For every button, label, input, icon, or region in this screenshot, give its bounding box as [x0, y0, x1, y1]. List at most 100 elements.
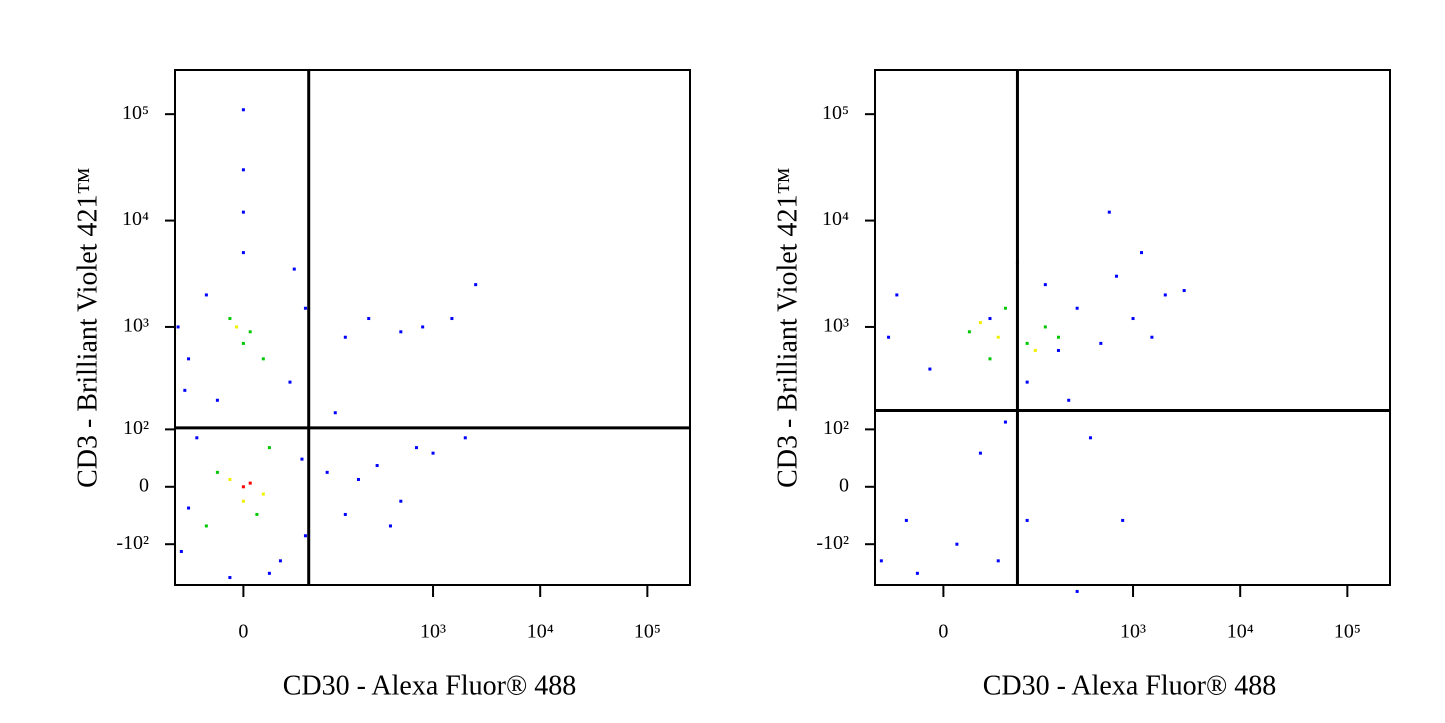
- data-point: [241, 485, 245, 489]
- plot-frame: [174, 69, 691, 586]
- data-point: [399, 330, 403, 334]
- data-point: [183, 388, 187, 392]
- y-tick-label: 10⁴: [122, 208, 149, 230]
- data-point: [179, 550, 183, 554]
- y-tick-label: 10²: [123, 417, 149, 439]
- data-point: [241, 341, 245, 345]
- data-point: [228, 576, 232, 580]
- data-point: [241, 210, 245, 214]
- data-point: [367, 317, 371, 321]
- data-point: [241, 108, 245, 112]
- data-point: [375, 464, 379, 468]
- data-point: [904, 518, 908, 522]
- data-point: [215, 398, 219, 402]
- data-point: [967, 330, 971, 334]
- data-point: [988, 357, 992, 361]
- data-point: [1121, 518, 1125, 522]
- y-axis-title: CD3 - Brilliant Violet 421™: [772, 167, 803, 488]
- data-point: [915, 571, 919, 575]
- data-point: [1075, 589, 1079, 593]
- x-tick-label: 10⁵: [634, 621, 661, 643]
- data-point: [1150, 335, 1154, 339]
- data-point: [421, 325, 425, 329]
- data-point: [879, 559, 883, 563]
- data-point: [1067, 398, 1071, 402]
- x-tick-label: 10⁵: [1334, 621, 1361, 643]
- data-point: [996, 559, 1000, 563]
- data-point: [248, 481, 252, 485]
- data-point: [300, 457, 304, 461]
- data-point: [1107, 210, 1111, 214]
- data-point: [303, 306, 307, 310]
- data-point: [978, 321, 982, 325]
- data-point: [235, 325, 239, 329]
- data-point: [414, 446, 418, 450]
- data-point: [261, 357, 265, 361]
- x-tick-label: 10³: [1120, 621, 1146, 643]
- y-tick-label: -10²: [116, 532, 149, 554]
- data-point: [241, 499, 245, 503]
- data-point: [176, 325, 180, 329]
- y-tick-label: 0: [839, 474, 849, 496]
- data-point: [474, 283, 478, 287]
- x-tick-label: 0: [238, 621, 248, 643]
- x-tick-label: 10³: [420, 621, 446, 643]
- data-point: [303, 534, 307, 538]
- data-point: [895, 293, 899, 297]
- data-point: [1114, 274, 1118, 278]
- y-axis-title: CD3 - Brilliant Violet 421™: [72, 167, 103, 488]
- data-point: [1131, 317, 1135, 321]
- data-point: [1025, 341, 1029, 345]
- data-point: [887, 335, 891, 339]
- data-point: [1140, 251, 1144, 255]
- data-point: [1003, 420, 1007, 424]
- y-tick-label: 10³: [123, 315, 149, 337]
- data-point: [450, 317, 454, 321]
- x-axis-title: CD30 - Alexa Fluor® 488: [283, 670, 576, 701]
- y-tick-label: 10⁴: [822, 208, 849, 230]
- data-point: [261, 492, 265, 496]
- y-tick-label: -10²: [816, 532, 849, 554]
- data-point: [241, 251, 245, 255]
- data-point: [248, 330, 252, 334]
- data-point: [955, 542, 959, 546]
- x-tick-label: 10⁴: [527, 621, 554, 643]
- x-tick-label: 10⁴: [1227, 621, 1254, 643]
- data-point: [1025, 518, 1029, 522]
- data-point: [1088, 436, 1092, 440]
- data-point: [204, 524, 208, 528]
- data-point: [1043, 325, 1047, 329]
- y-tick-label: 10³: [823, 315, 849, 337]
- data-point: [1182, 289, 1186, 293]
- data-point: [343, 335, 347, 339]
- data-point: [228, 477, 232, 481]
- data-point: [278, 559, 282, 563]
- data-point: [978, 451, 982, 455]
- y-tick-label: 10²: [823, 417, 849, 439]
- data-point: [255, 512, 259, 516]
- data-point: [267, 446, 271, 450]
- data-point: [1025, 380, 1029, 384]
- data-point: [187, 506, 191, 510]
- data-point: [1163, 293, 1167, 297]
- data-point: [988, 317, 992, 321]
- y-tick-label: 10⁵: [122, 102, 149, 124]
- data-point: [241, 168, 245, 172]
- data-point: [1056, 335, 1060, 339]
- data-point: [204, 293, 208, 297]
- data-point: [431, 451, 435, 455]
- data-point: [288, 380, 292, 384]
- data-point: [343, 512, 347, 516]
- data-point: [388, 524, 392, 528]
- data-point: [928, 367, 932, 371]
- data-point: [215, 470, 219, 474]
- data-point: [333, 411, 337, 415]
- data-point: [1056, 348, 1060, 352]
- y-tick-label: 10⁵: [822, 102, 849, 124]
- plot-frame: [874, 69, 1391, 586]
- data-point: [187, 357, 191, 361]
- data-point: [399, 499, 403, 503]
- data-point: [195, 436, 199, 440]
- data-point: [292, 267, 296, 271]
